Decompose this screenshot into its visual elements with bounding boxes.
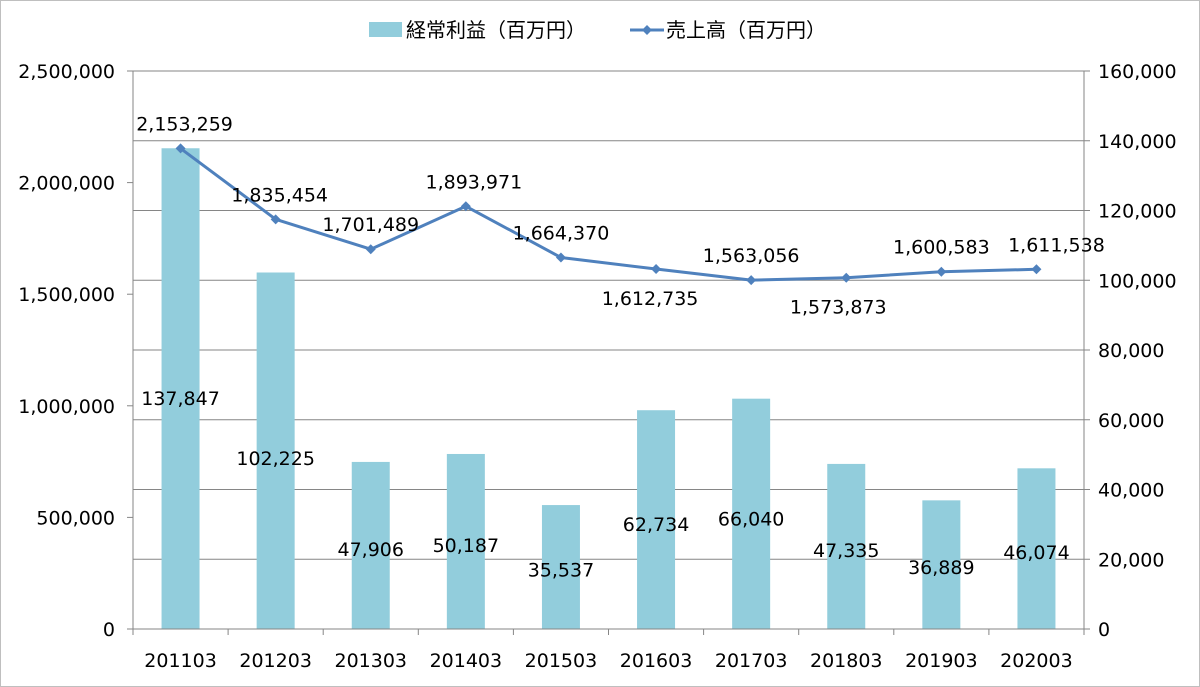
x-tick-label: 201203: [239, 650, 312, 672]
bar-data-label: 137,847: [141, 388, 220, 410]
line-data-label: 1,563,056: [703, 245, 800, 267]
bar: [827, 463, 866, 629]
legend-line-label: 売上高（百万円）: [666, 18, 826, 42]
bar: [922, 500, 961, 629]
x-tick-label: 201603: [620, 650, 693, 672]
line-marker: [365, 244, 376, 255]
bar-data-label: 66,040: [718, 508, 784, 530]
bar: [1017, 468, 1056, 629]
line-data-label: 1,612,735: [602, 288, 699, 310]
y-left-tick-label: 1,000,000: [18, 396, 115, 418]
x-tick-label: 202003: [1000, 650, 1073, 672]
bar-data-label: 62,734: [623, 514, 689, 536]
line-data-label: 1,573,873: [790, 297, 887, 319]
legend-bar-label: 経常利益（百万円）: [406, 18, 586, 42]
line-data-label: 1,611,538: [1008, 234, 1105, 256]
line-data-label: 1,664,370: [513, 223, 610, 245]
y-right-tick-label: 20,000: [1098, 549, 1164, 571]
line-data-label: 1,893,971: [425, 171, 522, 193]
bar-data-label: 36,889: [908, 557, 974, 579]
line-marker: [746, 275, 757, 286]
bar-data-label: 50,187: [433, 535, 499, 557]
y-right-tick-label: 100,000: [1098, 270, 1177, 292]
line-marker: [1031, 264, 1042, 275]
bar: [161, 148, 200, 629]
line-marker: [175, 143, 186, 154]
y-right-tick-label: 0: [1098, 619, 1110, 641]
line-marker: [460, 201, 471, 212]
line-marker: [841, 272, 852, 283]
y-left-tick-label: 500,000: [36, 507, 115, 529]
y-right-tick-label: 140,000: [1098, 131, 1177, 153]
bar: [732, 398, 771, 629]
y-right-tick-label: 60,000: [1098, 410, 1164, 432]
x-tick-label: 201103: [144, 650, 217, 672]
legend-line-marker: [642, 25, 652, 35]
y-left-tick-label: 2,000,000: [18, 173, 115, 195]
line-data-label: 2,153,259: [136, 113, 233, 135]
bar: [351, 461, 390, 629]
y-left-tick-label: 1,500,000: [18, 284, 115, 306]
bar-data-label: 47,335: [813, 540, 879, 562]
x-tick-label: 201503: [525, 650, 598, 672]
y-right-tick-label: 160,000: [1098, 61, 1177, 83]
bar-series: [161, 148, 1056, 629]
line-marker: [555, 252, 566, 263]
y-left-tick-label: 0: [103, 619, 115, 641]
line-data-label: 1,600,583: [893, 237, 990, 259]
data-labels: 137,847 102,225 47,906 50,187 35,537 62,734 66…: [136, 113, 1105, 581]
y-left-tick-label: 2,500,000: [18, 61, 115, 83]
line-data-label: 1,835,454: [231, 184, 328, 206]
x-tick-label: 201803: [810, 650, 883, 672]
bar-data-label: 46,074: [1003, 542, 1069, 564]
legend-bar-swatch: [369, 22, 402, 37]
legend: 経常利益（百万円） 売上高（百万円）: [369, 18, 826, 42]
axes: 0 500,000 1,000,000 1,500,000 2,000,000 2,500…: [18, 61, 1176, 672]
y-right-tick-label: 40,000: [1098, 480, 1164, 502]
line-data-label: 1,701,489: [322, 214, 419, 236]
bar-data-label: 47,906: [338, 539, 404, 561]
bar-data-label: 35,537: [528, 560, 594, 582]
bar-data-label: 102,225: [236, 448, 315, 470]
y-right-tick-label: 80,000: [1098, 340, 1164, 362]
line-marker: [936, 266, 947, 277]
x-tick-label: 201703: [715, 650, 788, 672]
bar: [541, 505, 580, 629]
bar: [256, 272, 295, 629]
x-tick-label: 201303: [334, 650, 407, 672]
x-tick-label: 201403: [430, 650, 503, 672]
y-right-tick-label: 120,000: [1098, 201, 1177, 223]
line-series: [175, 143, 1042, 286]
bar: [446, 453, 485, 629]
line-marker: [651, 264, 662, 275]
sales-line: [179, 147, 1037, 282]
line-marker: [270, 214, 281, 225]
bar: [637, 410, 676, 629]
x-tick-label: 201903: [905, 650, 978, 672]
